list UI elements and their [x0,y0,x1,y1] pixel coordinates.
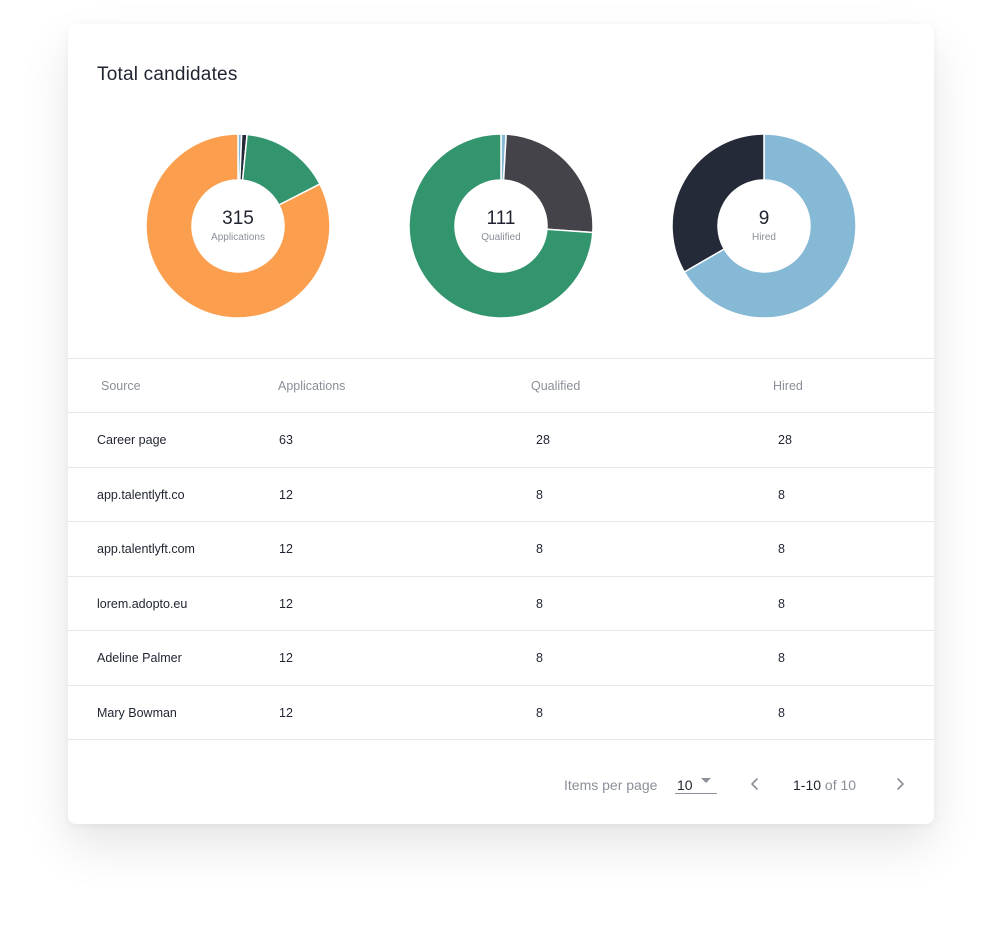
cell-hired: 8 [778,487,785,502]
hired-donut-chart: 9 Hired [671,133,857,319]
column-header-source[interactable]: Source [101,379,141,393]
cell-hired: 8 [778,596,785,611]
table-row[interactable]: app.talentlyft.co 12 8 8 [68,468,934,522]
cell-applications: 12 [279,651,293,665]
cell-qualified: 28 [536,433,550,447]
applications-segment-3[interactable] [145,133,331,319]
items-per-page-value: 10 [677,777,693,793]
cell-source: Adeline Palmer [97,651,182,665]
hired-label: Hired [752,232,776,243]
caret-down-icon [701,778,711,783]
page-range: 1-10 [793,777,822,793]
cell-source: Mary Bowman [97,705,177,720]
column-header-applications[interactable]: Applications [278,379,346,393]
cell-qualified: 8 [536,542,543,556]
hired-segment-1[interactable] [671,133,765,274]
qualified-label: Qualified [481,232,521,243]
cell-hired: 8 [778,542,785,556]
card-title: Total candidates [97,64,238,85]
chevron-left-icon [751,778,758,790]
qualified-donut-chart: 111 Qualified [408,133,594,319]
qualified-segment-1[interactable] [502,133,594,234]
column-header-hired[interactable]: Hired [773,379,803,393]
table-row[interactable]: Mary Bowman 12 8 8 [68,686,934,740]
cell-source: lorem.adopto.eu [97,596,188,611]
cell-applications: 12 [279,487,293,502]
cell-qualified: 8 [536,705,543,720]
table-header-row: Source Applications Qualified Hired [68,359,934,413]
cell-applications: 12 [279,542,293,556]
previous-page-button[interactable] [745,774,765,794]
table-row[interactable]: Adeline Palmer 12 8 8 [68,631,934,686]
cell-qualified: 8 [536,487,543,502]
items-per-page-label: Items per page [564,777,658,793]
applications-total: 315 [222,208,254,229]
cell-source: app.talentlyft.com [97,542,195,556]
cell-qualified: 8 [536,651,543,665]
table-row[interactable]: Career page 63 28 28 [68,413,934,468]
qualified-donut-center: 111 Qualified [409,134,593,318]
cell-qualified: 8 [536,596,543,611]
pagination-bar: Items per page 10 1-10 of 10 [68,772,934,802]
chevron-right-icon [897,778,904,790]
cell-hired: 8 [778,651,785,665]
items-per-page-select[interactable]: 10 [675,772,717,794]
applications-donut-svg [145,133,331,319]
cell-source: Career page [97,433,167,447]
cell-applications: 12 [279,596,293,611]
hired-donut-svg [671,133,857,319]
cell-hired: 28 [778,433,792,447]
column-header-qualified[interactable]: Qualified [531,379,581,393]
applications-donut-chart: 315 Applications [145,133,331,319]
cell-hired: 8 [778,705,785,720]
hired-donut-center: 9 Hired [672,134,856,318]
applications-label: Applications [211,232,265,243]
hired-segment-0[interactable] [683,133,857,319]
qualified-donut-svg [408,133,594,319]
sources-table: Source Applications Qualified Hired Care… [68,358,934,740]
pagination-range: 1-10 of 10 [793,777,856,793]
qualified-total: 111 [486,208,516,229]
total-candidates-card: Total candidates 315 Applications 111 Qu… [68,24,934,824]
table-row[interactable]: app.talentlyft.com 12 8 8 [68,522,934,577]
table-row[interactable]: lorem.adopto.eu 12 8 8 [68,577,934,631]
page-total: of 10 [824,777,857,793]
next-page-button[interactable] [890,774,910,794]
cell-source: app.talentlyft.co [97,487,185,502]
cell-applications: 12 [279,705,293,720]
applications-donut-center: 315 Applications [146,134,330,318]
cell-applications: 63 [279,433,293,447]
hired-total: 9 [758,208,770,229]
qualified-segment-2[interactable] [408,133,594,319]
